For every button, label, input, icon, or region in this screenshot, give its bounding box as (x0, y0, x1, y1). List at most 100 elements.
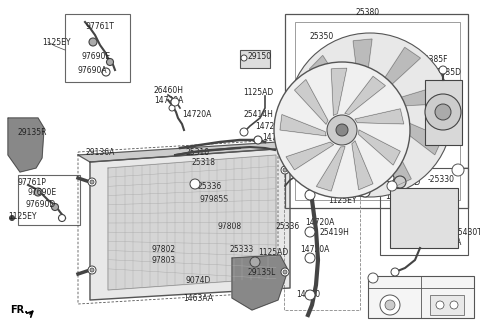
Text: 97803: 97803 (152, 256, 176, 265)
Text: 25419H: 25419H (320, 228, 350, 237)
Polygon shape (352, 141, 373, 190)
Circle shape (305, 227, 315, 237)
Circle shape (450, 301, 458, 309)
Circle shape (352, 97, 388, 133)
Text: -25330: -25330 (428, 175, 455, 184)
Polygon shape (303, 129, 360, 167)
Text: 14720A: 14720A (432, 238, 461, 247)
Bar (240, 50, 270, 68)
Circle shape (336, 124, 348, 136)
Bar (390, 188, 458, 248)
Circle shape (240, 128, 248, 136)
Circle shape (283, 168, 287, 172)
Text: 25328C: 25328C (378, 284, 407, 293)
Polygon shape (331, 68, 347, 115)
Text: 97802: 97802 (152, 245, 176, 254)
Text: 29135R: 29135R (18, 128, 48, 137)
Circle shape (90, 268, 94, 272)
Circle shape (305, 190, 315, 200)
Text: 29135L: 29135L (248, 268, 276, 277)
Text: 97690A: 97690A (78, 66, 108, 75)
Text: 25395: 25395 (340, 158, 364, 167)
Text: 25380: 25380 (355, 8, 379, 17)
Text: 25235D: 25235D (432, 68, 462, 77)
Bar (18, 175, 80, 225)
Polygon shape (90, 148, 290, 300)
Polygon shape (294, 100, 351, 122)
Text: FR.: FR. (10, 305, 28, 315)
Polygon shape (359, 130, 400, 165)
Polygon shape (355, 109, 404, 124)
Polygon shape (382, 128, 411, 187)
Polygon shape (373, 48, 420, 97)
Text: 25310: 25310 (186, 148, 210, 157)
Polygon shape (353, 39, 372, 98)
Text: 97808: 97808 (218, 222, 242, 231)
Polygon shape (108, 155, 276, 290)
Circle shape (89, 38, 97, 46)
Text: 14720A: 14720A (262, 133, 291, 142)
Polygon shape (286, 142, 334, 170)
Bar (284, 162, 360, 310)
Text: 14720A: 14720A (395, 238, 424, 247)
Circle shape (250, 257, 260, 267)
Text: B: B (455, 167, 458, 172)
Text: 14720: 14720 (310, 178, 334, 187)
Circle shape (190, 179, 200, 189)
Text: 25350: 25350 (310, 32, 334, 41)
Circle shape (439, 66, 447, 74)
Circle shape (90, 180, 94, 184)
Text: 1125AD: 1125AD (243, 88, 273, 97)
Circle shape (88, 178, 96, 186)
Circle shape (102, 68, 110, 76)
Text: 25395A: 25395A (298, 175, 327, 184)
Text: 14720A: 14720A (305, 218, 335, 227)
Circle shape (316, 164, 328, 176)
Circle shape (360, 187, 370, 197)
Text: 25333: 25333 (230, 245, 254, 254)
Polygon shape (280, 114, 326, 136)
Text: 14720A: 14720A (154, 96, 183, 105)
Polygon shape (385, 86, 445, 106)
Circle shape (436, 301, 444, 309)
Text: 26460H: 26460H (154, 86, 184, 95)
Text: 1125EY: 1125EY (8, 212, 36, 221)
Polygon shape (78, 142, 290, 162)
Text: 25336: 25336 (276, 222, 300, 231)
Text: 29150: 29150 (247, 52, 271, 61)
Circle shape (305, 290, 315, 300)
Circle shape (51, 203, 59, 211)
Text: 1125EY: 1125EY (385, 192, 413, 201)
Text: 97761P: 97761P (18, 178, 47, 187)
Text: 97761T: 97761T (85, 22, 114, 31)
Text: 14720A: 14720A (300, 245, 329, 254)
Polygon shape (310, 55, 353, 108)
Circle shape (394, 176, 406, 188)
Text: A: A (318, 167, 322, 172)
Text: 25430T: 25430T (453, 228, 480, 237)
Text: 1463AA: 1463AA (183, 294, 213, 303)
Circle shape (10, 215, 14, 220)
Bar (295, 22, 460, 200)
Text: 97690E: 97690E (28, 188, 57, 197)
Text: 25414H: 25414H (243, 110, 273, 119)
Circle shape (435, 104, 451, 120)
Circle shape (34, 188, 42, 196)
Polygon shape (295, 80, 328, 124)
Circle shape (59, 215, 65, 221)
Bar (285, 14, 468, 208)
Polygon shape (342, 135, 373, 190)
Polygon shape (232, 255, 288, 310)
Text: 14720: 14720 (296, 290, 320, 299)
Circle shape (281, 166, 289, 174)
Circle shape (283, 270, 287, 274)
Circle shape (425, 94, 461, 130)
Text: 1125AD: 1125AD (390, 178, 420, 187)
Circle shape (387, 181, 397, 191)
Text: 97690D: 97690D (26, 200, 56, 209)
Bar (368, 276, 474, 318)
Circle shape (368, 273, 378, 283)
Circle shape (241, 55, 247, 61)
Text: 25318: 25318 (192, 158, 216, 167)
Circle shape (327, 115, 357, 145)
